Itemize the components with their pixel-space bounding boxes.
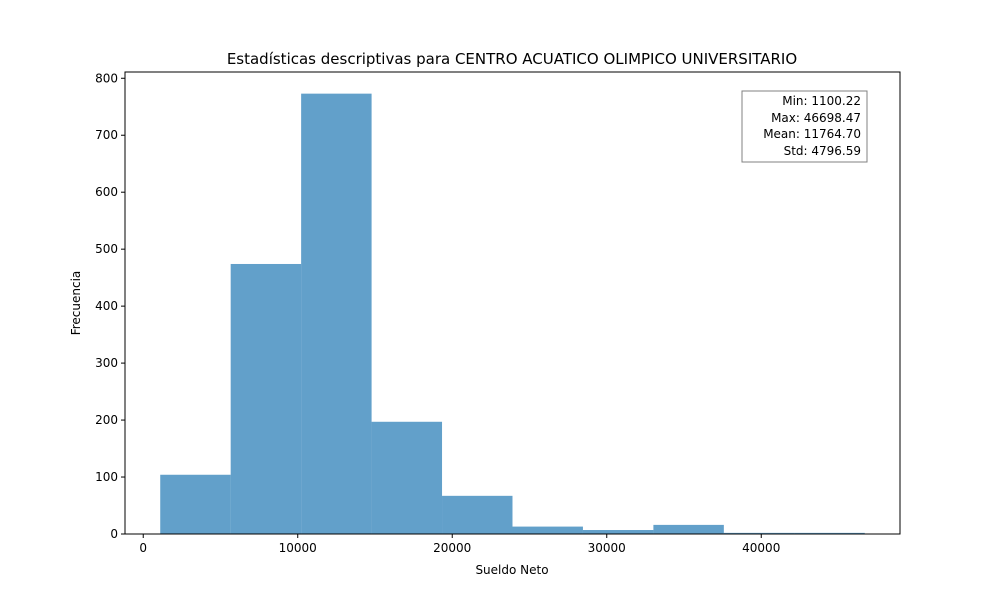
histogram-bar-2	[230, 263, 302, 534]
stats-mean: Mean: 11764.70	[763, 127, 861, 141]
y-axis-label: Frecuencia	[69, 271, 83, 336]
x-axis-label: Sueldo Neto	[475, 563, 548, 577]
y-tick-label: 400	[95, 299, 118, 313]
x-tick-label: 0	[139, 541, 147, 555]
plot-area-frame	[124, 71, 901, 535]
stats-max: Max: 46698.47	[771, 111, 861, 125]
y-tick-label: 300	[95, 356, 118, 370]
histogram-bar-8	[653, 524, 724, 534]
histogram-bar-4	[371, 421, 443, 534]
y-tick-label: 800	[95, 71, 118, 85]
histogram-bar-9	[723, 532, 795, 534]
stats-min: Min: 1100.22	[782, 94, 861, 108]
x-axis-ticks: 0 10000 20000 30000 40000	[139, 534, 780, 555]
histogram-bar-10	[794, 532, 865, 534]
x-tick-label: 30000	[588, 541, 626, 555]
y-tick-label: 500	[95, 242, 118, 256]
y-tick-label: 200	[95, 413, 118, 427]
stats-box-frame	[741, 90, 868, 163]
y-tick-label: 600	[95, 185, 118, 199]
y-axis-ticks: 0 100 200 300 400 500 600 700 800	[95, 71, 125, 541]
x-tick-label: 10000	[279, 541, 317, 555]
x-tick-label: 40000	[742, 541, 780, 555]
histogram-bars	[160, 93, 865, 535]
stats-box: Min: 1100.22 Max: 46698.47 Mean: 11764.7…	[741, 90, 868, 163]
histogram-bar-7	[582, 530, 654, 534]
histogram-bar-1	[160, 474, 231, 534]
y-tick-label: 700	[95, 128, 118, 142]
histogram-bar-5	[442, 495, 513, 534]
histogram-bar-3	[301, 93, 372, 535]
y-tick-label: 100	[95, 470, 118, 484]
stats-std: Std: 4796.59	[784, 144, 861, 158]
y-tick-label: 0	[110, 527, 118, 541]
chart-title: Estadísticas descriptivas para CENTRO AC…	[227, 50, 797, 68]
histogram-bar-6	[512, 526, 583, 534]
x-tick-label: 20000	[433, 541, 471, 555]
